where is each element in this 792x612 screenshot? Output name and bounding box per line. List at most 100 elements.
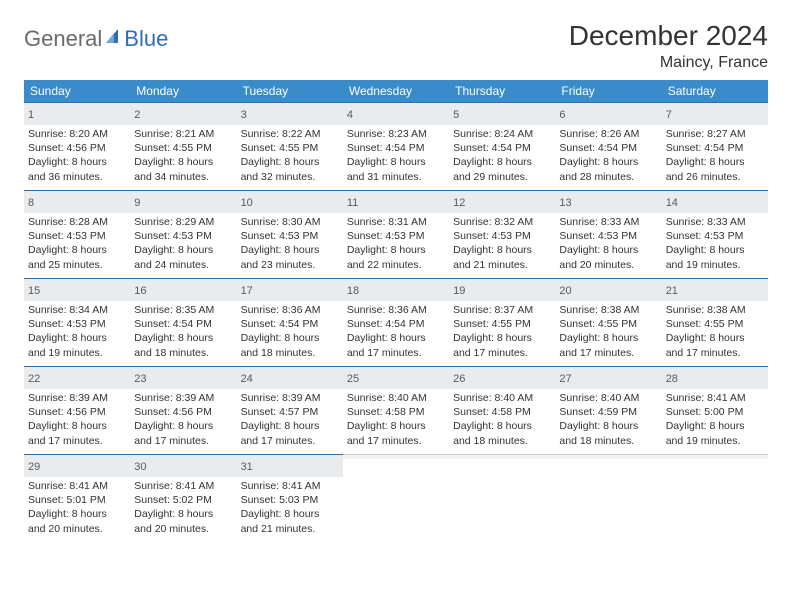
dayname-header: Friday	[555, 80, 661, 102]
calendar-day-cell: 17 Sunrise: 8:36 AMSunset: 4:54 PMDayligh…	[237, 278, 343, 366]
day-details: Sunrise: 8:21 AMSunset: 4:55 PMDaylight:…	[130, 125, 236, 188]
calendar-week-row: 15 Sunrise: 8:34 AMSunset: 4:53 PMDayligh…	[24, 278, 768, 366]
calendar-day-cell: 1 Sunrise: 8:20 AMSunset: 4:56 PMDaylight…	[24, 102, 130, 190]
day-details: Sunrise: 8:27 AMSunset: 4:54 PMDaylight:…	[662, 125, 768, 188]
day-details: Sunrise: 8:34 AMSunset: 4:53 PMDaylight:…	[24, 301, 130, 364]
day-details: Sunrise: 8:29 AMSunset: 4:53 PMDaylight:…	[130, 213, 236, 276]
header: General Blue December 2024 Maincy, Franc…	[24, 20, 768, 72]
day-details: Sunrise: 8:20 AMSunset: 4:56 PMDaylight:…	[24, 125, 130, 188]
calendar-table: SundayMondayTuesdayWednesdayThursdayFrid…	[24, 80, 768, 542]
day-details: Sunrise: 8:36 AMSunset: 4:54 PMDaylight:…	[343, 301, 449, 364]
day-number: 23	[134, 373, 146, 385]
day-details: Sunrise: 8:39 AMSunset: 4:56 PMDaylight:…	[24, 389, 130, 452]
day-number: 28	[666, 373, 678, 385]
day-details: Sunrise: 8:32 AMSunset: 4:53 PMDaylight:…	[449, 213, 555, 276]
day-number: 22	[28, 373, 40, 385]
day-number: 4	[347, 109, 353, 121]
calendar-day-cell: 20Sunrise: 8:38 AMSunset: 4:55 PMDayligh…	[555, 278, 661, 366]
day-number: 30	[134, 461, 146, 473]
day-number: 19	[453, 285, 465, 297]
day-details: Sunrise: 8:33 AMSunset: 4:53 PMDaylight:…	[662, 213, 768, 276]
day-number: 25	[347, 373, 359, 385]
calendar-day-cell: 21 Sunrise: 8:38 AMSunset: 4:55 PMDayligh…	[662, 278, 768, 366]
calendar-day-cell: 24 Sunrise: 8:39 AMSunset: 4:57 PMDayligh…	[237, 366, 343, 454]
day-number: 7	[666, 109, 672, 121]
day-number: 6	[559, 109, 565, 121]
day-details: Sunrise: 8:41 AMSunset: 5:03 PMDaylight:…	[237, 477, 343, 540]
day-details: Sunrise: 8:39 AMSunset: 4:57 PMDaylight:…	[237, 389, 343, 452]
dayname-row: SundayMondayTuesdayWednesdayThursdayFrid…	[24, 80, 768, 102]
calendar-day-cell: 25 Sunrise: 8:40 AMSunset: 4:58 PMDayligh…	[343, 366, 449, 454]
day-details: Sunrise: 8:33 AMSunset: 4:53 PMDaylight:…	[555, 213, 661, 276]
day-number: 15	[28, 285, 40, 297]
day-details: Sunrise: 8:23 AMSunset: 4:54 PMDaylight:…	[343, 125, 449, 188]
day-number: 29	[28, 461, 40, 473]
logo: General Blue	[24, 20, 168, 52]
calendar-week-row: 8 Sunrise: 8:28 AMSunset: 4:53 PMDaylight…	[24, 190, 768, 278]
calendar-day-cell: 7 Sunrise: 8:27 AMSunset: 4:54 PMDaylight…	[662, 102, 768, 190]
calendar-day-cell	[555, 454, 661, 542]
day-number: 27	[559, 373, 571, 385]
day-details: Sunrise: 8:31 AMSunset: 4:53 PMDaylight:…	[343, 213, 449, 276]
calendar-day-cell: 2 Sunrise: 8:21 AMSunset: 4:55 PMDaylight…	[130, 102, 236, 190]
day-number: 1	[28, 109, 34, 121]
title-block: December 2024 Maincy, France	[569, 20, 768, 72]
calendar-day-cell: 11 Sunrise: 8:31 AMSunset: 4:53 PMDayligh…	[343, 190, 449, 278]
calendar-week-row: 22 Sunrise: 8:39 AMSunset: 4:56 PMDayligh…	[24, 366, 768, 454]
day-details: Sunrise: 8:38 AMSunset: 4:55 PMDaylight:…	[662, 301, 768, 364]
calendar-day-cell: 14Sunrise: 8:33 AMSunset: 4:53 PMDayligh…	[662, 190, 768, 278]
calendar-day-cell: 13 Sunrise: 8:33 AMSunset: 4:53 PMDayligh…	[555, 190, 661, 278]
dayname-header: Sunday	[24, 80, 130, 102]
day-number: 10	[241, 197, 253, 209]
calendar-day-cell: 19Sunrise: 8:37 AMSunset: 4:55 PMDayligh…	[449, 278, 555, 366]
calendar-week-row: 29Sunrise: 8:41 AMSunset: 5:01 PMDayligh…	[24, 454, 768, 542]
day-number: 21	[666, 285, 678, 297]
day-details: Sunrise: 8:22 AMSunset: 4:55 PMDaylight:…	[237, 125, 343, 188]
day-details: Sunrise: 8:26 AMSunset: 4:54 PMDaylight:…	[555, 125, 661, 188]
day-number: 11	[347, 197, 358, 209]
day-number: 2	[134, 109, 140, 121]
dayname-header: Thursday	[449, 80, 555, 102]
day-details: Sunrise: 8:40 AMSunset: 4:58 PMDaylight:…	[343, 389, 449, 452]
dayname-header: Monday	[130, 80, 236, 102]
day-details: Sunrise: 8:28 AMSunset: 4:53 PMDaylight:…	[24, 213, 130, 276]
day-number: 9	[134, 197, 140, 209]
day-number: 13	[559, 197, 571, 209]
day-details: Sunrise: 8:40 AMSunset: 4:58 PMDaylight:…	[449, 389, 555, 452]
calendar-day-cell: 16Sunrise: 8:35 AMSunset: 4:54 PMDayligh…	[130, 278, 236, 366]
calendar-day-cell	[449, 454, 555, 542]
calendar-day-cell: 15 Sunrise: 8:34 AMSunset: 4:53 PMDayligh…	[24, 278, 130, 366]
day-details: Sunrise: 8:30 AMSunset: 4:53 PMDaylight:…	[237, 213, 343, 276]
calendar-day-cell: 26Sunrise: 8:40 AMSunset: 4:58 PMDayligh…	[449, 366, 555, 454]
day-number: 31	[241, 461, 253, 473]
day-number: 3	[241, 109, 247, 121]
day-number: 12	[453, 197, 465, 209]
day-number: 16	[134, 285, 146, 297]
logo-text-general: General	[24, 26, 102, 52]
calendar-day-cell: 6 Sunrise: 8:26 AMSunset: 4:54 PMDaylight…	[555, 102, 661, 190]
day-number: 18	[347, 285, 359, 297]
calendar-day-cell	[343, 454, 449, 542]
day-details: Sunrise: 8:41 AMSunset: 5:00 PMDaylight:…	[662, 389, 768, 452]
dayname-header: Tuesday	[237, 80, 343, 102]
logo-sail-icon	[104, 27, 124, 52]
day-details: Sunrise: 8:36 AMSunset: 4:54 PMDaylight:…	[237, 301, 343, 364]
day-details: Sunrise: 8:40 AMSunset: 4:59 PMDaylight:…	[555, 389, 661, 452]
calendar-day-cell: 5Sunrise: 8:24 AMSunset: 4:54 PMDaylight…	[449, 102, 555, 190]
dayname-header: Wednesday	[343, 80, 449, 102]
day-details: Sunrise: 8:38 AMSunset: 4:55 PMDaylight:…	[555, 301, 661, 364]
day-number: 8	[28, 197, 34, 209]
calendar-day-cell: 9 Sunrise: 8:29 AMSunset: 4:53 PMDaylight…	[130, 190, 236, 278]
day-number: 5	[453, 109, 459, 121]
calendar-day-cell: 27 Sunrise: 8:40 AMSunset: 4:59 PMDayligh…	[555, 366, 661, 454]
logo-text-blue: Blue	[124, 26, 168, 52]
calendar-day-cell: 23Sunrise: 8:39 AMSunset: 4:56 PMDayligh…	[130, 366, 236, 454]
day-number: 17	[241, 285, 253, 297]
month-title: December 2024	[569, 20, 768, 52]
calendar-day-cell: 4 Sunrise: 8:23 AMSunset: 4:54 PMDaylight…	[343, 102, 449, 190]
day-number: 24	[241, 373, 253, 385]
day-details: Sunrise: 8:41 AMSunset: 5:02 PMDaylight:…	[130, 477, 236, 540]
calendar-week-row: 1 Sunrise: 8:20 AMSunset: 4:56 PMDaylight…	[24, 102, 768, 190]
calendar-day-cell: 18 Sunrise: 8:36 AMSunset: 4:54 PMDayligh…	[343, 278, 449, 366]
calendar-day-cell: 31 Sunrise: 8:41 AMSunset: 5:03 PMDayligh…	[237, 454, 343, 542]
